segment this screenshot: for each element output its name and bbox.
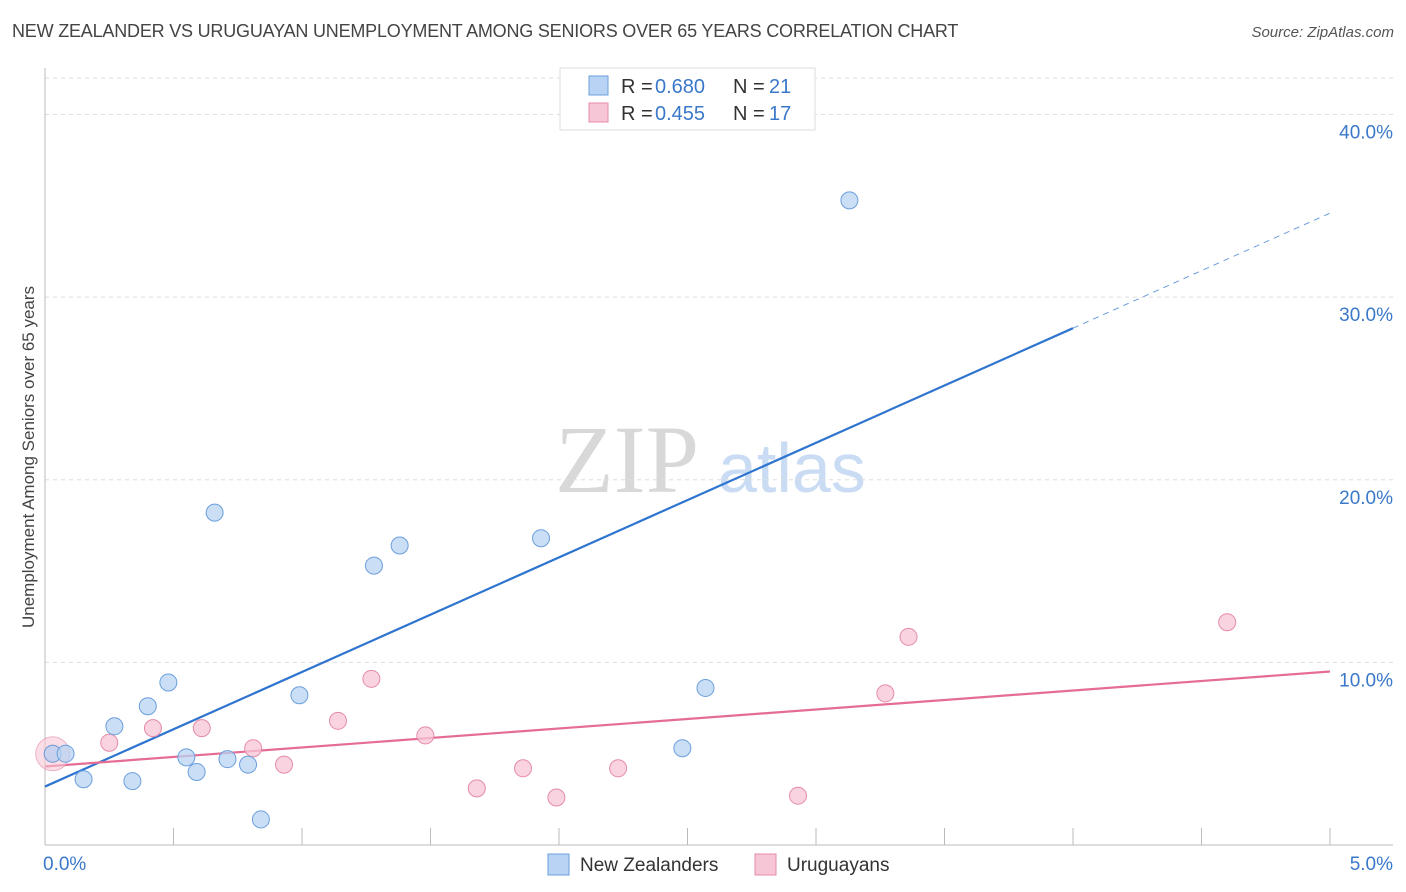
legend-n-label-2: N = <box>733 103 765 125</box>
watermark-zip: ZIP <box>555 406 699 513</box>
source-label: Source: ZipAtlas.com <box>1251 24 1394 41</box>
legend-swatch-new-zealanders <box>588 75 609 96</box>
point-uruguayans <box>143 719 162 738</box>
legend-r-value-2: 0.455 <box>655 103 705 125</box>
legend-n-label-1: N = <box>733 76 765 98</box>
legend-n-value-2: 17 <box>769 103 791 125</box>
point-new-zealanders <box>159 673 178 692</box>
legend-swatch-uruguayans <box>588 102 609 123</box>
point-new-zealanders <box>138 697 157 716</box>
y-tick-label: 40.0% <box>1339 123 1393 144</box>
legend-r-label-2: R = <box>621 103 653 125</box>
point-new-zealanders <box>56 744 75 763</box>
point-uruguayans <box>244 739 263 758</box>
point-new-zealanders <box>251 810 270 829</box>
point-new-zealanders <box>239 755 258 774</box>
point-new-zealanders <box>364 556 383 575</box>
point-new-zealanders <box>123 772 142 791</box>
bottom-legend-swatch-uruguayans <box>754 853 777 876</box>
point-uruguayans <box>609 759 628 778</box>
trend-line-new-zealanders-extension <box>1072 212 1331 329</box>
x-tick-label-min: 0.0% <box>43 854 86 875</box>
axes <box>44 68 1393 846</box>
point-uruguayans <box>547 788 566 807</box>
point-uruguayans <box>899 627 918 646</box>
data-points <box>35 191 1237 829</box>
x-tick-label-max: 5.0% <box>1350 854 1393 875</box>
point-new-zealanders <box>840 191 859 210</box>
point-new-zealanders <box>205 503 224 522</box>
trend-lines <box>44 212 1331 788</box>
point-new-zealanders <box>105 717 124 736</box>
point-new-zealanders <box>74 770 93 789</box>
point-uruguayans <box>100 733 119 752</box>
point-uruguayans <box>876 684 895 703</box>
bottom-legend-label-new-zealanders: New Zealanders <box>580 855 718 876</box>
y-axis-label: Unemployment Among Seniors over 65 years <box>19 286 38 628</box>
point-new-zealanders <box>673 739 692 758</box>
point-new-zealanders <box>218 750 237 769</box>
chart-title: NEW ZEALANDER VS URUGUAYAN UNEMPLOYMENT … <box>12 21 959 41</box>
legend-r-label-1: R = <box>621 76 653 98</box>
point-new-zealanders <box>290 686 309 705</box>
watermark-atlas: atlas <box>718 429 866 507</box>
point-new-zealanders <box>390 536 409 555</box>
point-uruguayans <box>362 669 381 688</box>
watermark: ZIP atlas <box>555 406 866 513</box>
point-uruguayans <box>1218 613 1237 632</box>
point-uruguayans <box>514 759 533 778</box>
point-uruguayans <box>328 711 347 730</box>
point-new-zealanders <box>696 678 715 697</box>
legend-r-value-1: 0.680 <box>655 76 705 98</box>
point-uruguayans <box>789 786 808 805</box>
point-uruguayans <box>467 779 486 798</box>
grid <box>45 77 1393 663</box>
point-uruguayans <box>192 719 211 738</box>
point-new-zealanders <box>177 748 196 767</box>
point-new-zealanders <box>532 529 551 548</box>
trend-line-new-zealanders <box>44 327 1074 788</box>
series-legend: New Zealanders Uruguayans <box>547 853 889 876</box>
correlation-legend: R = 0.680 N = 21 R = 0.455 N = 17 <box>559 67 816 131</box>
bottom-legend-swatch-new-zealanders <box>547 853 570 876</box>
bottom-legend-label-uruguayans: Uruguayans <box>787 855 889 876</box>
point-uruguayans <box>416 726 435 745</box>
point-uruguayans <box>275 755 294 774</box>
y-tick-label: 30.0% <box>1339 305 1393 326</box>
point-new-zealanders <box>187 762 206 781</box>
y-tick-labels: 10.0% 20.0% 30.0% 40.0% <box>1339 123 1393 692</box>
legend-n-value-1: 21 <box>769 76 791 98</box>
y-tick-label: 10.0% <box>1339 670 1393 691</box>
y-tick-label: 20.0% <box>1339 488 1393 509</box>
